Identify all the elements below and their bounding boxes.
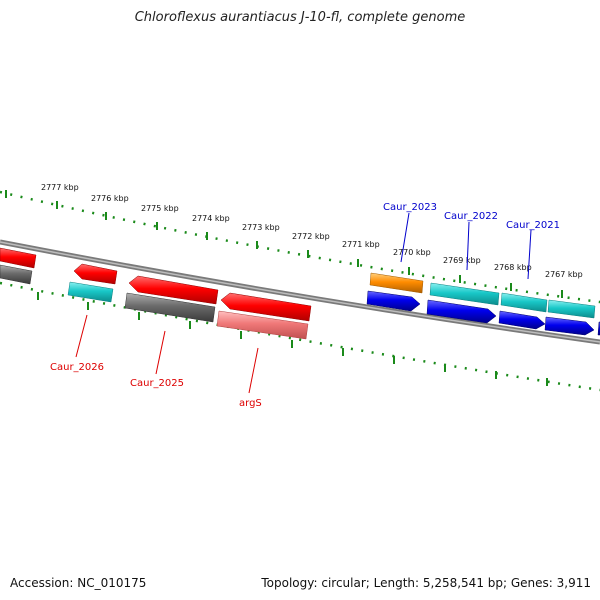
scale-label: 2774 kbp	[192, 214, 230, 223]
gene-args[interactable]	[216, 310, 309, 340]
gene-caur-2025-red[interactable]	[128, 275, 219, 305]
genome-backbone-highlight	[0, 241, 600, 343]
inner-major-ticks	[37, 292, 548, 386]
scale-label: 2771 kbp	[342, 240, 380, 249]
gene-args-red[interactable]	[220, 292, 312, 322]
gene-caur-2025[interactable]	[124, 292, 216, 323]
bottom-label-leaders	[75, 314, 259, 394]
top-label-leaders	[400, 212, 532, 280]
scale-label: 2775 kbp	[141, 204, 179, 213]
gene-caur-2026[interactable]	[67, 281, 114, 303]
inner-scale-ruler	[0, 281, 600, 392]
scale-label: 2772 kbp	[292, 232, 330, 241]
genome-summary-text: Topology: circular; Length: 5,258,541 bp…	[261, 576, 591, 590]
scale-label: 2776 kbp	[91, 194, 129, 203]
scale-label: 2768 kbp	[494, 263, 532, 272]
gene-gray-edge[interactable]	[0, 264, 33, 285]
gene-caur-2026-red[interactable]	[73, 263, 118, 285]
gene-red-edge[interactable]	[0, 247, 37, 269]
gene-label-caur-2025[interactable]: Caur_2025	[130, 378, 184, 389]
gene-next-cyan[interactable]	[547, 299, 596, 319]
gene-label-caur-2023[interactable]: Caur_2023	[383, 202, 437, 213]
scale-label: 2770 kbp	[393, 248, 431, 257]
scale-label: 2777 kbp	[41, 183, 79, 192]
gene-blue-4[interactable]	[544, 316, 595, 336]
scale-label: 2773 kbp	[242, 223, 280, 232]
gene-label-args[interactable]: argS	[239, 398, 262, 409]
genome-title: Chloroflexus aurantiacus J-10-fl, comple…	[134, 10, 466, 25]
accession-text: Accession: NC_010175	[10, 576, 147, 590]
outer-scale-ruler	[0, 190, 600, 304]
scale-label: 2769 kbp	[443, 256, 481, 265]
gene-blue-1[interactable]	[366, 290, 421, 312]
gene-blue-3[interactable]	[498, 310, 546, 330]
gene-caur-2023[interactable]	[369, 272, 424, 294]
scale-label: 2767 kbp	[545, 270, 583, 279]
gene-label-caur-2022[interactable]: Caur_2022	[444, 211, 498, 222]
gene-label-caur-2026[interactable]: Caur_2026	[50, 362, 104, 373]
outer-major-ticks	[5, 190, 563, 298]
gene-label-caur-2021[interactable]: Caur_2021	[506, 220, 560, 231]
gene-blue-2[interactable]	[426, 299, 497, 324]
gene-caur-2022[interactable]	[429, 282, 500, 306]
gene-caur-2021[interactable]	[500, 292, 548, 313]
